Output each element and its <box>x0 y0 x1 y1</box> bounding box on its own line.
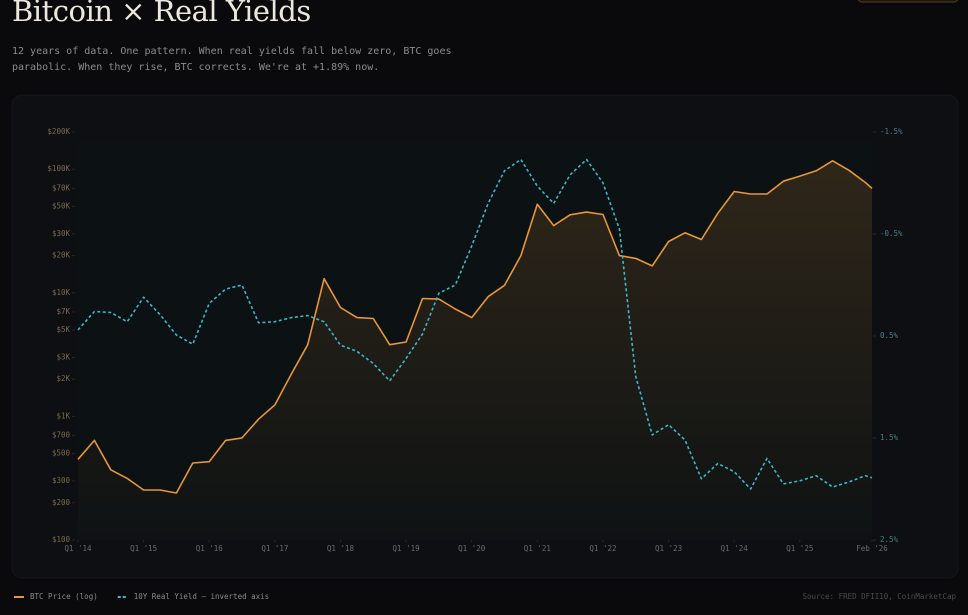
y-tick-label: $2K <box>56 374 70 383</box>
x-tick-label: Q1 '22 <box>589 544 616 553</box>
x-tick-label: Q1 '20 <box>458 544 486 553</box>
x-tick-label: Q1 '18 <box>327 544 355 553</box>
y-tick-label: $1K <box>56 411 70 420</box>
x-tick-label: Feb '26 <box>856 544 888 553</box>
x-tick-label: Q1 '14 <box>64 544 92 553</box>
legend-label: 10Y Real Yield — inverted axis <box>134 592 269 601</box>
line <box>77 158 873 490</box>
y2-tick-label: 0.5% <box>880 331 899 340</box>
y2-tick-label: -1.5% <box>880 127 903 136</box>
x-tick-label: Q1 '19 <box>393 544 420 553</box>
y-tick-label: $30K <box>52 229 71 238</box>
x-tick-label: Q1 '16 <box>196 544 224 553</box>
y-tick-label: $20K <box>52 251 71 260</box>
y-tick-label: $7K <box>56 307 70 316</box>
y-tick-label: $200K <box>47 127 70 136</box>
y-tick-label: $700 <box>52 431 71 440</box>
area <box>78 160 872 541</box>
y-tick-label: $70K <box>52 183 71 192</box>
x-tick-label: Q1 '25 <box>786 544 813 553</box>
line <box>77 160 873 494</box>
y-tick-label: $10K <box>52 288 71 297</box>
y-tick-label: $500 <box>52 449 71 458</box>
y2-tick-label: -0.5% <box>880 229 903 238</box>
x-tick-label: Q1 '23 <box>655 544 682 553</box>
y-tick-label: $100K <box>47 164 70 173</box>
y-tick-label: $100 <box>52 535 71 544</box>
y-tick-label: $50K <box>52 201 71 210</box>
y-tick-label: $300 <box>52 476 71 485</box>
y-tick-label: $200 <box>52 498 71 507</box>
x-tick-label: Q1 '21 <box>524 544 551 553</box>
y-tick-label: $5K <box>56 325 70 334</box>
legend-label: BTC Price (log) <box>30 592 98 601</box>
source: Source: FRED DFII10, CoinMarketCap <box>802 592 956 601</box>
x-tick-label: Q1 '17 <box>261 544 288 553</box>
top-button[interactable] <box>857 0 959 3</box>
chart-subtitle: 12 years of data. One pattern. When real… <box>12 46 452 73</box>
x-tick-label: Q1 '15 <box>130 544 157 553</box>
y2-tick-label: 2.5% <box>880 535 899 544</box>
y-tick-label: $3K <box>56 352 70 361</box>
y2-tick-label: 1.5% <box>880 433 899 442</box>
chart-title: Bitcoin × Real Yields <box>12 0 311 28</box>
x-tick-label: Q1 '24 <box>721 544 749 553</box>
